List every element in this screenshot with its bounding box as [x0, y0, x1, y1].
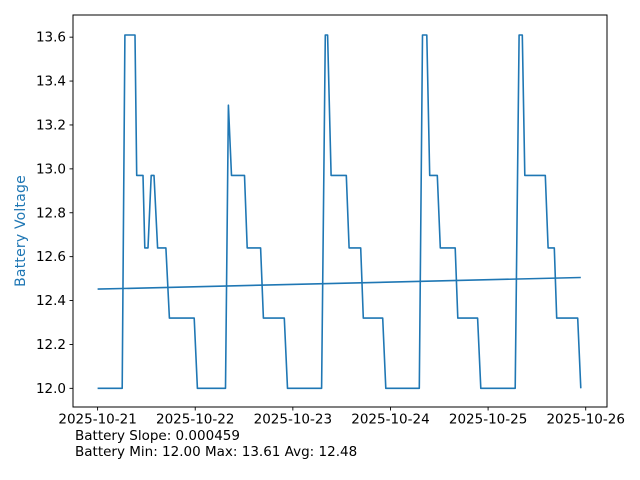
x-tick-label-0: 2025-10-21	[58, 412, 136, 428]
y-tick-label-7: 13.4	[36, 74, 66, 90]
annotation-battery-min-max-avg: Battery Min: 12.00 Max: 13.61 Avg: 12.48	[75, 444, 358, 460]
x-tick-label-3: 2025-10-24	[351, 412, 429, 428]
battery-voltage-series	[97, 34, 582, 390]
y-axis-label: Battery Voltage	[13, 175, 29, 287]
y-tick-label-3: 12.6	[36, 249, 66, 265]
y-tick-label-4: 12.8	[36, 205, 66, 221]
trend-line-series	[97, 276, 581, 290]
y-tick-label-0: 12.0	[36, 381, 66, 397]
x-tick-label-1: 2025-10-22	[156, 412, 234, 428]
plot-border	[72, 14, 608, 408]
x-tick-label-5: 2025-10-26	[546, 412, 624, 428]
y-tick-label-5: 13.0	[36, 161, 66, 177]
x-tick-label-2: 2025-10-23	[254, 412, 332, 428]
x-tick-label-4: 2025-10-25	[449, 412, 527, 428]
y-tick-label-8: 13.6	[36, 30, 66, 46]
y-tick-label-1: 12.2	[36, 337, 66, 353]
annotation-battery-slope: Battery Slope: 0.000459	[75, 428, 240, 444]
y-tick-label-2: 12.4	[36, 293, 66, 309]
y-tick-label-6: 13.2	[36, 117, 66, 133]
